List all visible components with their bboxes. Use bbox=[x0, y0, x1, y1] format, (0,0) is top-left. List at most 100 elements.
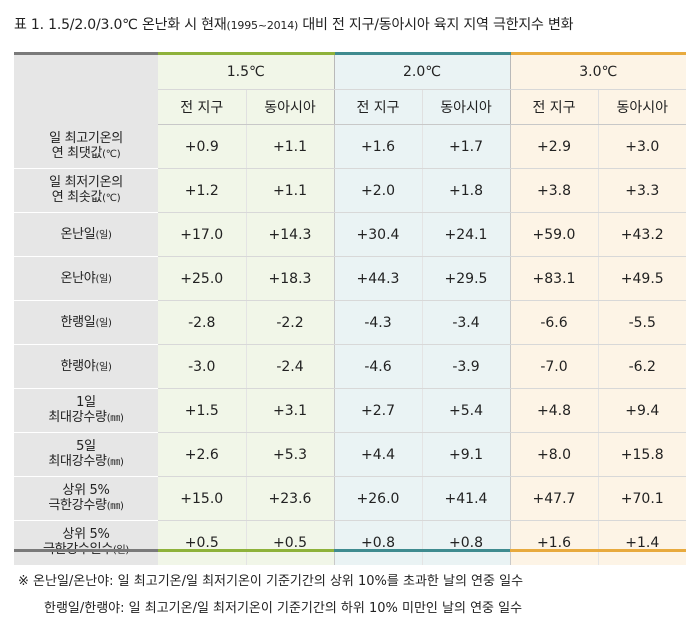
title-prefix: 표 1. 1.5/2.0/3.0℃ 온난화 시 현재 bbox=[14, 17, 227, 33]
table-cell: +18.3 bbox=[246, 256, 335, 301]
table-row: 일 최고기온의 연 최댓값(℃) +0.9 +1.1 +1.6 +1.7 +2.9 +3.0 bbox=[14, 124, 686, 169]
row-label: 한랭야(일) bbox=[14, 344, 158, 389]
table-cell: +2.9 bbox=[510, 124, 599, 169]
row-label: 한랭일(일) bbox=[14, 300, 158, 345]
table-cell: +1.7 bbox=[422, 124, 511, 169]
table-cell: +47.7 bbox=[510, 476, 599, 521]
row-label: 일 최고기온의 연 최댓값(℃) bbox=[14, 124, 158, 169]
table-cell: +30.4 bbox=[334, 212, 423, 257]
table-cell: +44.3 bbox=[334, 256, 423, 301]
table-cell: +1.2 bbox=[158, 168, 247, 213]
group-header-3p0: 3.0℃ bbox=[510, 52, 686, 90]
table-cell: +8.0 bbox=[510, 432, 599, 477]
row-label-unit: (㎜) bbox=[106, 457, 124, 468]
row-label: 상위 5%극한강수일수(일) bbox=[14, 520, 158, 565]
table-cell: -3.4 bbox=[422, 300, 511, 345]
bottom-rule-gray bbox=[14, 549, 158, 552]
row-label-unit: (일) bbox=[95, 361, 112, 373]
table-cell: -6.2 bbox=[598, 344, 686, 389]
table-row: 일 최저기온의 연 최솟값(℃) +1.2 +1.1 +2.0 +1.8 +3.8 +3.3 bbox=[14, 168, 686, 213]
table-cell: -4.3 bbox=[334, 300, 423, 345]
table-row: 1일 최대강수량(㎜) +1.5 +3.1 +2.7 +5.4 +4.8 +9.4 bbox=[14, 388, 686, 433]
table-cell: +83.1 bbox=[510, 256, 599, 301]
table-cell: +49.5 bbox=[598, 256, 686, 301]
extreme-index-table: 1.5℃ 2.0℃ 3.0℃ 전 지구 동아시아 전 지구 동아시아 전 지구 … bbox=[14, 52, 686, 565]
title-suffix: 대비 전 지구/동아시아 육지 지역 극한지수 변화 bbox=[298, 17, 574, 33]
table-cell: +1.1 bbox=[246, 124, 335, 169]
table-cell: +3.1 bbox=[246, 388, 335, 433]
row-label-unit: (일) bbox=[95, 229, 112, 241]
table-cell: +1.8 bbox=[422, 168, 511, 213]
row-label-line1: 상위 5% bbox=[62, 483, 110, 498]
table-cell: +0.9 bbox=[158, 124, 247, 169]
table-cell: +29.5 bbox=[422, 256, 511, 301]
table-cell: +2.0 bbox=[334, 168, 423, 213]
table-cell: +3.0 bbox=[598, 124, 686, 169]
row-label: 온난일(일) bbox=[14, 212, 158, 257]
row-label-line1: 일 최저기온의 bbox=[49, 175, 123, 190]
table-cell: -2.2 bbox=[246, 300, 335, 345]
table-cell: -2.8 bbox=[158, 300, 247, 345]
row-label-line2: 연 최솟값 bbox=[51, 190, 103, 205]
row-label: 상위 5% 극한강수량(㎜) bbox=[14, 476, 158, 521]
table-cell: +26.0 bbox=[334, 476, 423, 521]
row-label-line1: 온난야 bbox=[60, 270, 96, 286]
table-cell: +17.0 bbox=[158, 212, 247, 257]
table-cell: +15.8 bbox=[598, 432, 686, 477]
table-row: 온난야(일) +25.0 +18.3 +44.3 +29.5 +83.1 +49.5 bbox=[14, 256, 686, 301]
table-cell: +43.2 bbox=[598, 212, 686, 257]
table-cell: +1.1 bbox=[246, 168, 335, 213]
bottom-rule-green bbox=[158, 549, 334, 552]
table-cell: +70.1 bbox=[598, 476, 686, 521]
table-cell: +2.7 bbox=[334, 388, 423, 433]
row-label: 일 최저기온의 연 최솟값(℃) bbox=[14, 168, 158, 213]
table-cell: +1.5 bbox=[158, 388, 247, 433]
table-cell: +0.8 bbox=[334, 520, 423, 565]
table-cell: +0.8 bbox=[422, 520, 511, 565]
row-label-unit: (℃) bbox=[102, 193, 121, 204]
table-cell: -7.0 bbox=[510, 344, 599, 389]
row-label-unit: (℃) bbox=[102, 148, 121, 160]
bottom-rule-orange bbox=[510, 549, 686, 552]
row-label-line2: 극한강수량 bbox=[48, 498, 107, 513]
table-cell: +15.0 bbox=[158, 476, 247, 521]
title-period: (1995~2014) bbox=[226, 19, 299, 32]
row-label: 5일 최대강수량(㎜) bbox=[14, 432, 158, 477]
row-label-unit: (일) bbox=[95, 317, 112, 329]
row-label-line2: 최대강수량 bbox=[48, 454, 107, 469]
row-label: 1일 최대강수량(㎜) bbox=[14, 388, 158, 433]
table-cell: +4.4 bbox=[334, 432, 423, 477]
table-cell: +2.6 bbox=[158, 432, 247, 477]
row-label-unit: (㎜) bbox=[106, 501, 124, 512]
table-bottom-rule bbox=[14, 549, 686, 552]
table-cell: -4.6 bbox=[334, 344, 423, 389]
row-label-unit: (㎜) bbox=[106, 413, 124, 424]
subheader-east-asia: 동아시아 bbox=[598, 89, 686, 125]
row-label-unit: (일) bbox=[95, 273, 112, 285]
table-cell: +4.8 bbox=[510, 388, 599, 433]
row-label-line2: 연 최댓값 bbox=[51, 145, 103, 161]
subheader-global: 전 지구 bbox=[158, 89, 247, 125]
table-row: 상위 5%극한강수일수(일)+0.5+0.5+0.8+0.8+1.6+1.4 bbox=[14, 520, 686, 565]
table-cell: -3.9 bbox=[422, 344, 511, 389]
table-cell: +5.4 bbox=[422, 388, 511, 433]
bottom-rule-teal bbox=[334, 549, 510, 552]
row-label-line1: 1일 bbox=[76, 395, 96, 410]
group-header-1p5: 1.5℃ bbox=[158, 52, 335, 90]
table-cell: +1.4 bbox=[598, 520, 686, 565]
header-corner bbox=[14, 52, 158, 125]
table-cell: +9.1 bbox=[422, 432, 511, 477]
table-cell: +5.3 bbox=[246, 432, 335, 477]
table-cell: +59.0 bbox=[510, 212, 599, 257]
subheader-global: 전 지구 bbox=[334, 89, 423, 125]
footnotes: ※ 온난일/온난야: 일 최고기온/일 최저기온이 기준기간의 상위 10%를 … bbox=[18, 568, 523, 622]
table-cell: +0.5 bbox=[246, 520, 335, 565]
table-cell: +24.1 bbox=[422, 212, 511, 257]
footnote-cold: 한랭일/한랭야: 일 최고기온/일 최저기온이 기준기간의 하위 10% 미만인… bbox=[44, 601, 523, 616]
row-label: 온난야(일) bbox=[14, 256, 158, 301]
table-cell: -3.0 bbox=[158, 344, 247, 389]
row-label-line1: 한랭야 bbox=[60, 358, 96, 374]
footnote-warm: ※ 온난일/온난야: 일 최고기온/일 최저기온이 기준기간의 상위 10%를 … bbox=[18, 574, 524, 589]
table-cell: +0.5 bbox=[158, 520, 247, 565]
row-label-line2: 최대강수량 bbox=[48, 410, 107, 425]
